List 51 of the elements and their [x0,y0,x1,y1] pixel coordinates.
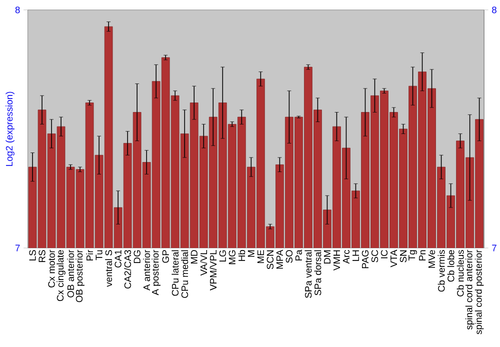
x-tick-label: DM [324,250,330,264]
x-tick-label: OB anterior [67,250,74,298]
x-tick-label: CPu lateral [172,250,179,296]
x-tick-label: spinal cord anterior [465,250,474,330]
y2-tick-label: 8 [492,6,496,14]
x-tick-label: Cb lobe [447,250,454,282]
x-tick-label: Tu [96,250,102,260]
x-tick-label: Pn [419,250,426,260]
x-tick-label: spinal cord posterior [474,250,484,334]
x-tick-label: LS [29,250,36,260]
x-tick-label: GP [162,250,169,263]
x-tick-label: Pir [86,250,93,260]
x-tick-label: PAG [362,250,369,268]
x-tick-label: SPa dorsal [314,250,322,296]
x-tick-label: Pa [295,250,302,260]
x-tick-label: SO [286,250,293,263]
x-tick-label: CPu medial [181,250,188,298]
x-tick-label: ventral S [105,250,112,287]
x-tick-label: SN [400,250,407,262]
y2-tick-label: 7 [492,244,496,252]
x-tick-label: Cx motor [48,250,55,288]
x-tick-label: LG [219,250,226,262]
x-tick-label: CA2/CA3 [124,250,132,288]
x-tick-label: IC [380,250,388,258]
x-tick-label: LH [352,250,359,261]
x-tick-label: DG [134,250,140,263]
x-tick-label: MPA [276,250,283,269]
x-tick-label: Tg [408,250,417,260]
x-tick-label: VPM/VPL [210,250,217,290]
x-tick-label: M [248,250,254,257]
x-tick-label: MVe [428,250,436,268]
x-tick-label: Hb [238,250,246,261]
x-tick-label: CA1 [114,250,122,268]
y-axis-title: Log2 (expression) [6,92,14,166]
x-tick-label: VA/VL [200,250,208,276]
x-tick-label: MD [190,250,198,264]
x-tick-label: SCN [266,250,274,270]
x-tick-label: A posterior [152,250,160,296]
x-tick-label: VMH [333,250,340,270]
x-tick-label: RS [38,250,46,262]
x-tick-label: Cb vermis [438,250,445,292]
x-tick-label: MG [228,250,236,264]
x-tick-label: Arc [342,250,350,264]
x-tick-label: VTA [390,250,397,268]
x-tick-label: SC [371,250,378,262]
x-tick-label: Cx cingulate [56,250,66,301]
x-tick-label: OB posterior [76,250,84,302]
x-tick-label: Cb nucleus [456,250,464,296]
x-tick-label: A anterior [143,250,150,290]
x-tick-label: ME [257,250,264,263]
x-tick-label: SPa ventral [304,250,312,298]
